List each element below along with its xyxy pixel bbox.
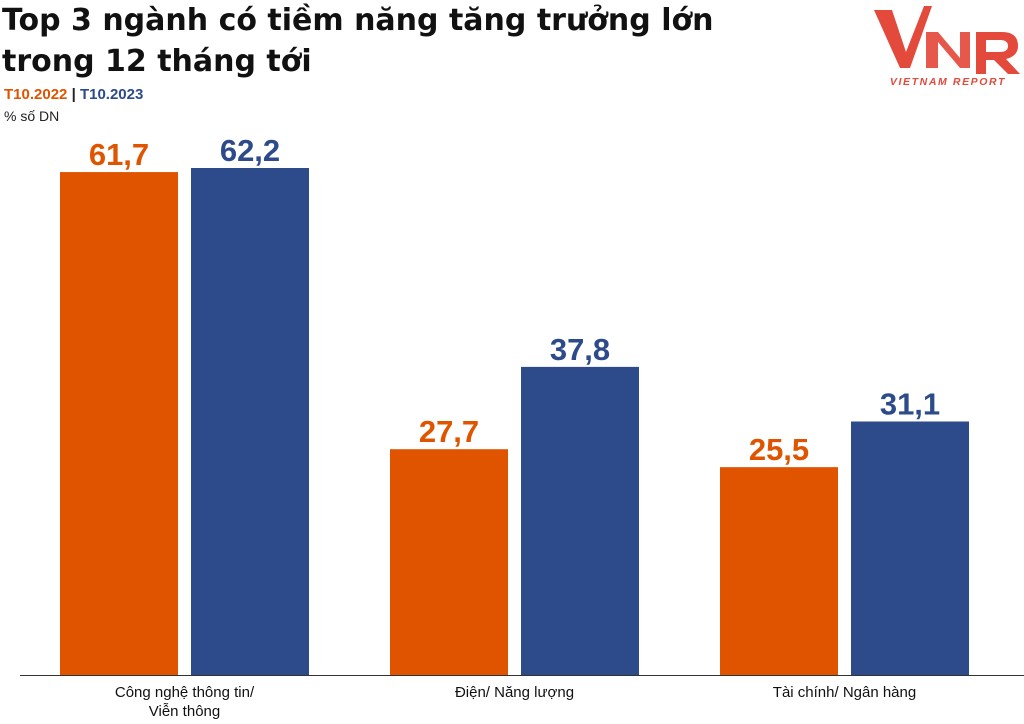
legend-series-2: T10.2023	[79, 86, 144, 103]
bar-series-2-cat-1	[191, 168, 309, 675]
bar-series-1-cat-2	[390, 449, 508, 675]
chart-title-line-1: Top 3 ngành có tiềm năng tăng trưởng lớn	[2, 3, 714, 38]
bar-series-2-cat-3	[851, 421, 969, 675]
data-label: 27,7	[419, 414, 479, 449]
vnr-logo	[874, 6, 1020, 74]
data-label: 31,1	[880, 387, 940, 422]
category-label: Công nghệ thông tin/	[115, 684, 255, 701]
legend-series-1: T10.2022	[4, 86, 68, 103]
category-label: Điện/ Năng lượng	[455, 684, 574, 701]
bar-series-1-cat-1	[60, 172, 178, 675]
data-label: 37,8	[550, 332, 610, 367]
logo-tagline: VIETNAM REPORT	[889, 76, 1007, 88]
bar-series-1-cat-3	[720, 467, 838, 675]
legend-separator: |	[71, 86, 76, 103]
bar-series-2-cat-2	[521, 366, 639, 675]
data-label: 61,7	[89, 137, 149, 172]
legend: T10.2022 | T10.2023	[4, 86, 143, 103]
category-label: Viễn thông	[149, 703, 220, 720]
chart-title: Top 3 ngành có tiềm năng tăng trưởng lớn…	[2, 0, 762, 82]
data-label: 62,2	[220, 133, 280, 168]
category-label: Tài chính/ Ngân hàng	[773, 684, 916, 701]
unit-label: % số DN	[4, 108, 60, 124]
data-label: 25,5	[749, 432, 809, 467]
chart-title-line-2: trong 12 tháng tới	[2, 44, 312, 79]
